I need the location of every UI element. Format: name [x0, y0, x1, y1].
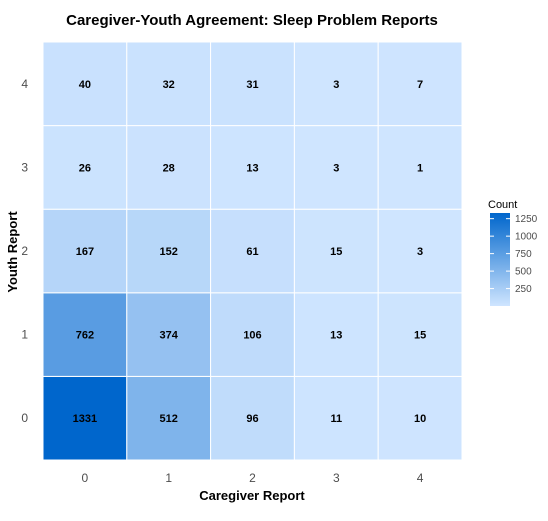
y-tick-label: 4: [21, 77, 28, 91]
y-tick-label: 2: [21, 244, 28, 258]
cell-value-label: 40: [79, 79, 91, 91]
cell-value-label: 26: [79, 162, 91, 174]
y-axis-title: Youth Report: [5, 211, 20, 293]
heatmap-cell: [210, 208, 295, 294]
heatmap-cell: [126, 125, 212, 210]
legend-tick-label: 750: [515, 249, 532, 260]
cell-value-label: 11: [330, 413, 342, 425]
y-axis-ticks: 0 1 2 3 4: [21, 77, 28, 425]
legend-tick-label: 1250: [515, 214, 538, 225]
heatmap-cell: [42, 41, 128, 127]
heatmap-cell: [377, 41, 463, 127]
cell-value-label: 152: [160, 246, 178, 258]
heatmap-cell: [42, 375, 128, 461]
heatmap-cell: [210, 41, 295, 127]
heatmap-cell: [126, 208, 212, 294]
heatmap-cell: [42, 292, 128, 377]
cell-value-label: 61: [246, 246, 258, 258]
cell-value-label: 1331: [73, 413, 97, 425]
cell-value-label: 13: [246, 162, 258, 174]
heatmap-cell: [377, 375, 463, 461]
y-tick-label: 3: [21, 160, 28, 174]
x-tick-label: 4: [417, 471, 424, 485]
cell-value-label: 1: [417, 162, 423, 174]
y-tick-label: 0: [21, 411, 28, 425]
legend-ticks: 250 500 750 1000 1250: [490, 214, 538, 295]
cell-value-label: 3: [333, 162, 339, 174]
heatmap-cell: [377, 292, 463, 377]
cell-value-label: 512: [160, 413, 178, 425]
cell-value-label: 15: [414, 330, 426, 342]
legend-tick-label: 500: [515, 267, 532, 278]
chart-title: Caregiver-Youth Agreement: Sleep Problem…: [66, 12, 438, 29]
heatmap-cell: [210, 292, 295, 377]
cell-value-label: 106: [243, 330, 261, 342]
x-tick-label: 1: [165, 471, 172, 485]
heatmap-cells: [42, 41, 463, 461]
heatmap-cell: [126, 375, 212, 461]
cell-value-label: 7: [417, 79, 423, 91]
cell-value-label: 3: [333, 79, 339, 91]
x-axis-title: Caregiver Report: [199, 488, 305, 503]
heatmap-cell: [293, 125, 379, 210]
heatmap-cell: [126, 292, 212, 377]
x-tick-label: 2: [249, 471, 256, 485]
heatmap-cell: [42, 125, 128, 210]
cell-value-label: 167: [76, 246, 94, 258]
cell-value-label: 10: [414, 413, 426, 425]
cell-value-label: 15: [330, 246, 342, 258]
heatmap-cell: [293, 292, 379, 377]
heatmap-cell: [377, 208, 463, 294]
cell-value-label: 3: [417, 246, 423, 258]
x-tick-label: 0: [82, 471, 89, 485]
cell-value-label: 28: [163, 162, 175, 174]
legend-colorbar: [490, 213, 510, 306]
cell-value-label: 13: [330, 330, 342, 342]
legend-tick-label: 250: [515, 284, 532, 295]
cell-value-label: 96: [246, 413, 258, 425]
legend: Count 250 500 750 1000 1250: [488, 199, 538, 306]
heatmap-cell: [126, 41, 212, 127]
heatmap-cell: [293, 375, 379, 461]
x-tick-label: 3: [333, 471, 340, 485]
cell-value-label: 762: [76, 330, 94, 342]
legend-title: Count: [488, 199, 517, 211]
legend-tick-label: 1000: [515, 232, 538, 243]
cell-value-label: 31: [246, 79, 258, 91]
heatmap-cell: [377, 125, 463, 210]
heatmap-cell: [210, 125, 295, 210]
cell-value-label: 32: [163, 79, 175, 91]
cell-value-label: 374: [160, 330, 179, 342]
y-tick-label: 1: [21, 328, 28, 342]
x-axis-ticks: 0 1 2 3 4: [82, 471, 424, 485]
